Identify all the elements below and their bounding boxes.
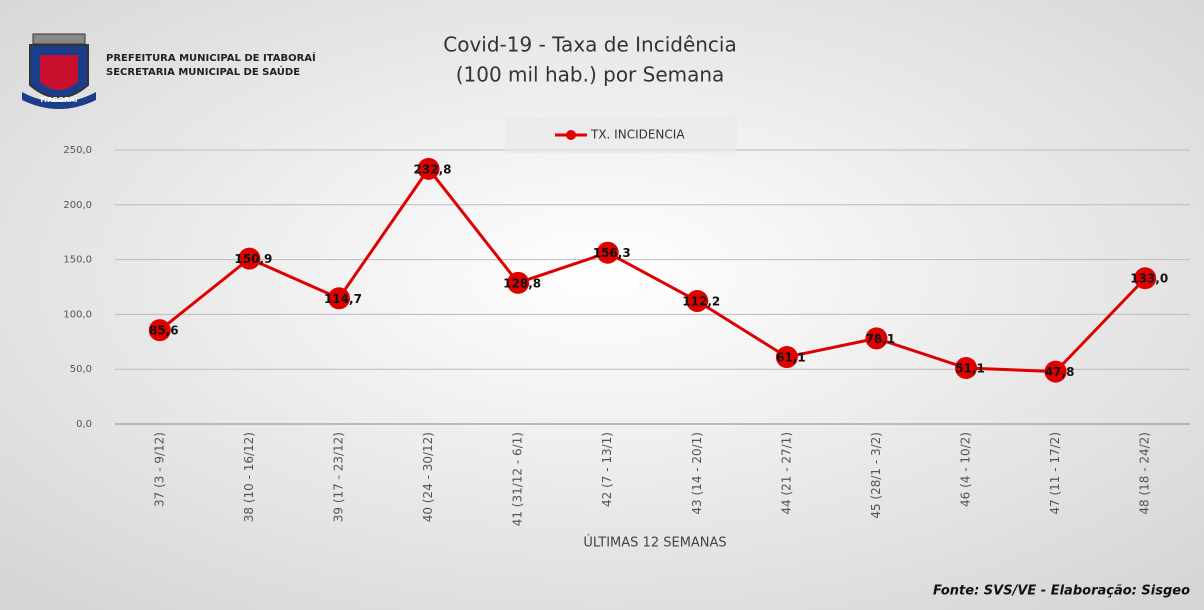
marker <box>955 356 978 379</box>
x-tick-label: 47 (11 - 17/2) <box>1048 432 1062 515</box>
marker <box>596 241 619 264</box>
y-tick-label: 200,0 <box>63 200 92 211</box>
data-label: 232,8 <box>414 162 452 176</box>
y-tick-label: 50,0 <box>70 364 92 375</box>
legend-marker <box>566 130 576 140</box>
y-tick-label: 250,0 <box>63 145 92 156</box>
x-tick-label: 41 (31/12 - 6/1) <box>511 432 525 526</box>
x-tick-label: 39 (17 - 23/12) <box>331 432 345 522</box>
header-line: SECRETARIA MUNICIPAL DE SAÚDE <box>106 65 300 78</box>
y-tick-label: 0,0 <box>76 419 92 430</box>
data-label: 78,1 <box>866 332 896 346</box>
x-tick-label: 40 (24 - 30/12) <box>421 432 435 522</box>
chart-title: (100 mil hab.) por Semana <box>456 63 725 87</box>
x-axis-label: ÚLTIMAS 12 SEMANAS <box>583 535 726 551</box>
marker <box>1044 360 1067 383</box>
header-line: PREFEITURA MUNICIPAL DE ITABORAÍ <box>106 51 316 64</box>
logo: ITABORAÍ <box>22 33 96 109</box>
x-tick-label: 45 (28/1 - 3/2) <box>869 432 883 519</box>
data-label: 85,6 <box>149 324 179 338</box>
data-label: 47,8 <box>1045 365 1075 379</box>
y-tick-label: 150,0 <box>63 255 92 266</box>
data-label: 128,8 <box>503 276 541 290</box>
legend-box <box>505 117 737 153</box>
marker <box>775 346 798 369</box>
data-label: 61,1 <box>776 351 806 365</box>
x-tick-label: 46 (4 - 10/2) <box>959 432 973 507</box>
x-tick-label: 48 (18 - 24/2) <box>1138 432 1152 515</box>
x-tick-label: 44 (21 - 27/1) <box>779 432 793 515</box>
marker <box>686 290 709 313</box>
data-label: 112,2 <box>682 295 720 309</box>
marker <box>507 271 530 294</box>
data-label: 133,0 <box>1130 272 1168 286</box>
marker <box>327 287 350 310</box>
marker <box>1134 267 1157 290</box>
data-label: 156,3 <box>593 246 631 260</box>
marker <box>148 319 171 342</box>
marker <box>865 327 888 350</box>
x-tick-label: 43 (14 - 20/1) <box>690 432 704 515</box>
data-label: 150,9 <box>234 252 272 266</box>
data-label: 51,1 <box>955 361 985 375</box>
marker <box>238 247 261 270</box>
source: Fonte: SVS/VE - Elaboração: Sisgeo <box>933 584 1190 599</box>
x-tick-label: 42 (7 - 13/1) <box>600 432 614 507</box>
logo-text: ITABORAÍ <box>41 95 78 104</box>
y-tick-label: 100,0 <box>63 309 92 320</box>
series-line <box>158 167 1147 374</box>
legend-label: TX. INCIDENCIA <box>590 128 685 142</box>
marker <box>417 157 440 180</box>
chart-title: Covid-19 - Taxa de Incidência <box>443 33 736 57</box>
x-tick-label: 37 (3 - 9/12) <box>152 432 166 507</box>
x-tick-label: 38 (10 - 16/12) <box>242 432 256 522</box>
data-label: 114,7 <box>324 292 362 306</box>
